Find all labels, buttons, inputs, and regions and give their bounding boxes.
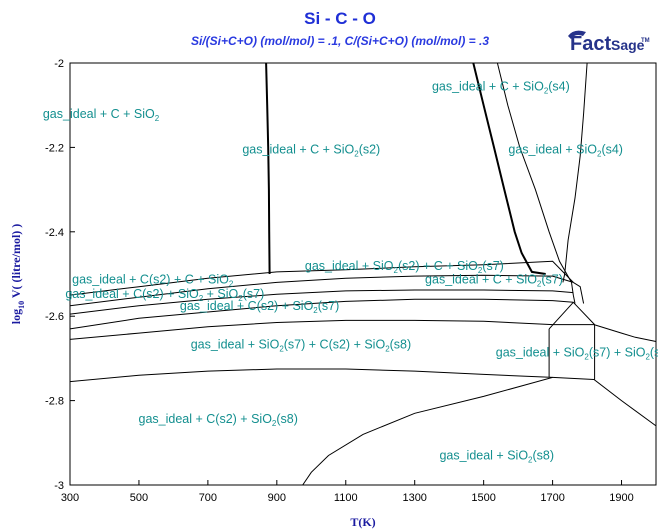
phase-boundary-b2 bbox=[69, 274, 574, 307]
x-axis: 300 500 700 900 1100 1300 1500 1700 1900 bbox=[61, 480, 634, 504]
phase-boundary-v-1790 bbox=[573, 281, 585, 304]
phase-boundary-c-boundary bbox=[472, 62, 546, 275]
y-tick-label: -2.2 bbox=[45, 142, 64, 154]
y-tick-label: -2.4 bbox=[45, 227, 64, 239]
logo-brand-tm: TM bbox=[641, 38, 650, 44]
y-axis-label-subscript: 10 bbox=[17, 301, 26, 309]
phase-region-labels: gas_ideal + C + SiO2 gas_ideal + C + SiO2… bbox=[43, 79, 658, 464]
phase-region-label: gas_ideal + SiO2(s8) bbox=[439, 449, 554, 465]
phase-region-label: gas_ideal + SiO2(s7) + SiO2(s8) bbox=[496, 345, 658, 361]
phase-region-label: gas_ideal + C(s2) + SiO2(s7) bbox=[180, 299, 339, 315]
phase-boundary-right-wedge bbox=[593, 324, 657, 342]
phase-region-label: gas_ideal + C + SiO2(s4) bbox=[432, 79, 570, 95]
phase-boundary-right-lower bbox=[593, 379, 657, 427]
phase-boundary-b4 bbox=[69, 298, 574, 330]
y-tick-label: -2.6 bbox=[45, 311, 64, 323]
x-tick-label: 1300 bbox=[402, 492, 426, 504]
phase-region-label: gas_ideal + C(s2) + C + SiO2 bbox=[72, 272, 234, 288]
phase-region-label: gas_ideal + SiO2(s7) + C(s2) + SiO2(s8) bbox=[191, 338, 411, 354]
phase-region-label: gas_ideal + C + SiO2(s2) bbox=[242, 143, 380, 159]
y-axis-label: log10 V( (litre/mol) ) bbox=[9, 224, 26, 325]
y-tick-label: -2 bbox=[54, 58, 64, 70]
logo-brand-second: Sage bbox=[611, 37, 645, 53]
phase-boundary-b5 bbox=[69, 319, 594, 340]
x-tick-label: 700 bbox=[199, 492, 217, 504]
x-tick-label: 1500 bbox=[471, 492, 495, 504]
phase-boundary-s2-split bbox=[548, 301, 595, 330]
chart-title: Si - C - O bbox=[304, 9, 376, 28]
phase-region-label: gas_ideal + SiO2(s4) bbox=[508, 143, 623, 159]
x-tick-label: 900 bbox=[268, 492, 286, 504]
phase-boundary-s7-s8-left bbox=[302, 376, 553, 486]
phase-boundary-b6 bbox=[69, 368, 595, 383]
phase-boundary-v-left bbox=[265, 62, 271, 275]
phase-boundaries bbox=[69, 62, 657, 486]
y-axis-label-prefix: log bbox=[9, 309, 23, 324]
logo-swoosh-icon bbox=[568, 30, 586, 39]
phase-boundary-b3 bbox=[69, 289, 574, 315]
phase-region-label: gas_ideal + C + SiO2 bbox=[43, 107, 160, 123]
x-tick-label: 1900 bbox=[609, 492, 633, 504]
phase-boundary-s2-s4-upper bbox=[496, 62, 572, 283]
x-tick-label: 1700 bbox=[540, 492, 564, 504]
x-tick-label: 300 bbox=[61, 492, 79, 504]
factsage-logo: Fact Sage TM bbox=[568, 30, 650, 55]
phase-region-label: gas_ideal + C + SiO2(s7) bbox=[425, 273, 563, 289]
y-axis-label-suffix: V( (litre/mol) ) bbox=[9, 224, 23, 301]
logo-brand-main: Fact bbox=[570, 33, 611, 55]
phase-boundary-v-1760a bbox=[571, 282, 576, 304]
chart-subtitle: Si/(Si+C+O) (mol/mol) = .1, C/(Si+C+O) (… bbox=[191, 34, 489, 48]
phase-boundary-b1 bbox=[69, 260, 574, 296]
x-tick-label: 1100 bbox=[334, 492, 358, 504]
phase-region-label: gas_ideal + C(s2) + SiO2(s8) bbox=[139, 412, 298, 428]
x-axis-label: T(K) bbox=[350, 515, 375, 529]
x-tick-label: 500 bbox=[130, 492, 148, 504]
phase-region-label: gas_ideal + SiO2(s2) + C + SiO2(s7) bbox=[305, 259, 504, 275]
y-axis: -2 -2.2 -2.4 -2.6 -2.8 -3 bbox=[45, 58, 75, 492]
y-tick-label: -3 bbox=[54, 480, 64, 492]
phase-region-label: gas_ideal + C(s2) + SiO2 + SiO2(s7) bbox=[65, 287, 264, 303]
plot-frame bbox=[69, 62, 657, 486]
y-tick-label: -2.8 bbox=[45, 396, 64, 408]
